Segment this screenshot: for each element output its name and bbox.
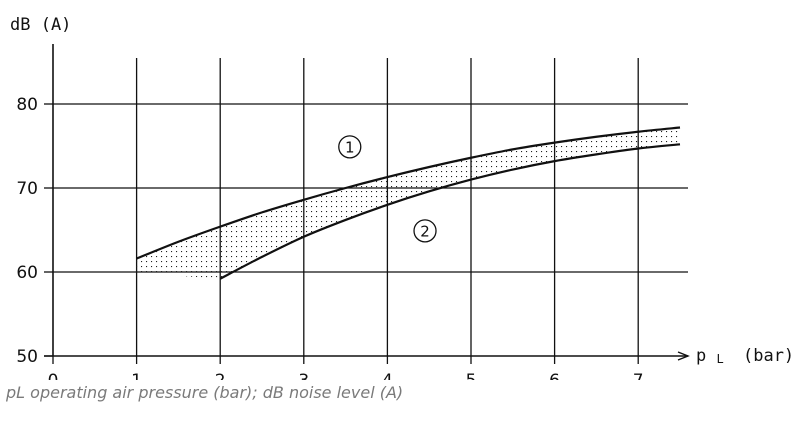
band-fill bbox=[136, 127, 681, 279]
y-axis-title: dB (A) bbox=[10, 15, 71, 35]
x-axis-arrow bbox=[677, 351, 690, 361]
x-tick-label-4: 4 bbox=[382, 371, 393, 380]
figure-caption: pL operating air pressure (bar); dB nois… bbox=[6, 383, 404, 402]
curve-1-label-text: 1 bbox=[345, 138, 355, 156]
y-tick-label-80: 80 bbox=[16, 95, 38, 115]
curve-1-label-circle bbox=[338, 135, 362, 159]
curve-2-line bbox=[219, 143, 681, 280]
x-tick-label-7: 7 bbox=[633, 371, 644, 380]
shaded-band bbox=[136, 127, 681, 279]
x-tick-label-6: 6 bbox=[549, 371, 560, 380]
x-tick-label-3: 3 bbox=[298, 371, 309, 380]
x-axis-title-main: p bbox=[696, 346, 706, 366]
y-tick-label-50: 50 bbox=[16, 347, 38, 367]
series-lines: 12 bbox=[136, 126, 681, 280]
x-axis-title-subscript: L bbox=[717, 352, 724, 366]
x-tick-label-5: 5 bbox=[466, 371, 477, 380]
tick-labels: 0 1 2 3 4 5 6 7 50 60 70 80 bbox=[16, 95, 643, 380]
x-tick-label-0: 0 bbox=[48, 371, 59, 380]
curve-1-line bbox=[136, 126, 681, 260]
y-tick-label-60: 60 bbox=[16, 263, 38, 283]
x-tick-label-2: 2 bbox=[215, 371, 226, 380]
x-axis-title-unit: (bar) bbox=[743, 346, 794, 366]
curve-2-label-circle bbox=[413, 219, 437, 243]
y-tick-label-70: 70 bbox=[16, 179, 38, 199]
x-tick-label-1: 1 bbox=[131, 371, 142, 380]
x-axis-title: p L (bar) bbox=[696, 346, 794, 368]
svg-text:p L (bar): p L (bar) bbox=[696, 346, 794, 368]
axes bbox=[44, 44, 690, 361]
noise-level-chart: 12 0123456750607080 dB (A) p L (bar) bbox=[10, 15, 794, 380]
curve-2-label-text: 2 bbox=[420, 222, 430, 240]
